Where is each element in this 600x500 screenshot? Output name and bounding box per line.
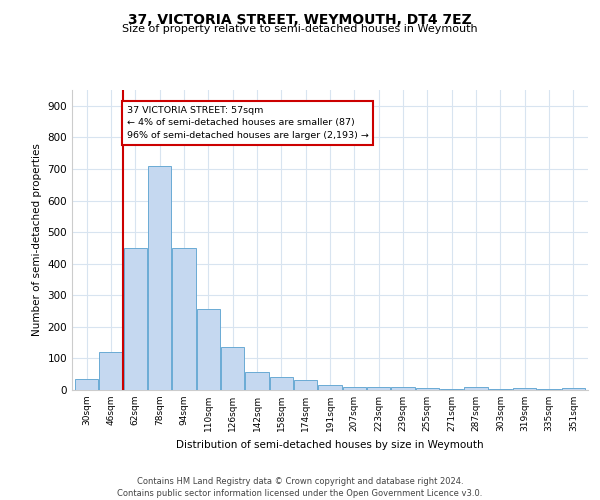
X-axis label: Distribution of semi-detached houses by size in Weymouth: Distribution of semi-detached houses by … — [176, 440, 484, 450]
Bar — [148, 166, 171, 390]
Bar — [440, 389, 463, 390]
Bar — [197, 310, 220, 390]
Bar — [270, 378, 293, 390]
Bar — [294, 380, 317, 390]
Bar — [245, 372, 269, 390]
Text: 37 VICTORIA STREET: 57sqm
← 4% of semi-detached houses are smaller (87)
96% of s: 37 VICTORIA STREET: 57sqm ← 4% of semi-d… — [127, 106, 368, 140]
Bar — [489, 389, 512, 390]
Bar — [391, 388, 415, 390]
Bar — [367, 388, 390, 390]
Bar — [343, 387, 366, 390]
Bar — [124, 248, 147, 390]
Bar — [416, 388, 439, 390]
Bar — [172, 248, 196, 390]
Bar — [464, 388, 488, 390]
Text: Size of property relative to semi-detached houses in Weymouth: Size of property relative to semi-detach… — [122, 24, 478, 34]
Bar — [319, 386, 341, 390]
Y-axis label: Number of semi-detached properties: Number of semi-detached properties — [32, 144, 42, 336]
Text: Contains HM Land Registry data © Crown copyright and database right 2024.
Contai: Contains HM Land Registry data © Crown c… — [118, 476, 482, 498]
Bar — [100, 352, 122, 390]
Bar — [75, 379, 98, 390]
Text: 37, VICTORIA STREET, WEYMOUTH, DT4 7EZ: 37, VICTORIA STREET, WEYMOUTH, DT4 7EZ — [128, 12, 472, 26]
Bar — [221, 348, 244, 390]
Bar — [513, 388, 536, 390]
Bar — [562, 388, 585, 390]
Bar — [538, 389, 560, 390]
